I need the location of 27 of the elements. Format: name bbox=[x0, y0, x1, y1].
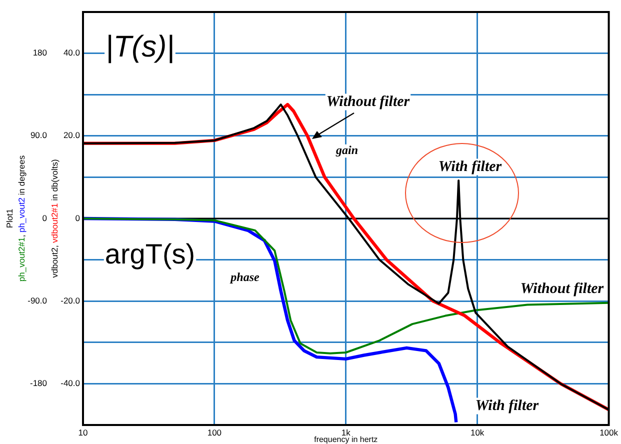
y-tick-label: -40.0 bbox=[60, 378, 80, 388]
y2-axis-title: ph_vout2#1, ph_vout2 in degrees bbox=[16, 155, 26, 282]
y2-tick-label: 90.0 bbox=[30, 130, 48, 140]
annotation: Without filter bbox=[520, 280, 604, 297]
annotation: With filter bbox=[475, 398, 539, 414]
y-axis-title: vdbout2, vdbout2#1 in db(volts) bbox=[49, 159, 60, 278]
x-tick-label: 1k bbox=[341, 427, 352, 438]
y-tick-label: 0 bbox=[75, 212, 80, 223]
annotation: phase bbox=[230, 270, 260, 284]
annotation: With filter bbox=[438, 158, 502, 175]
y2-tick-label: 0 bbox=[42, 212, 48, 223]
text: Plot1 bbox=[4, 208, 14, 228]
y2-tick-label: 180 bbox=[32, 48, 48, 58]
y-tick-label: 20.0 bbox=[63, 130, 80, 140]
x-axis-title: frequency in hertz bbox=[314, 435, 378, 444]
y-tick-label: 40.0 bbox=[63, 48, 80, 58]
annotation: gain bbox=[334, 143, 358, 158]
annotation: argT(s) bbox=[104, 238, 196, 270]
annotation: Without filter bbox=[326, 94, 410, 110]
annotation: |T(s)| bbox=[106, 30, 174, 64]
y2-tick-label: -90.0 bbox=[28, 295, 48, 306]
x-tick-label: 10k bbox=[470, 427, 485, 438]
x-tick-label: 100 bbox=[207, 427, 222, 438]
y-tick-label: -20.0 bbox=[60, 295, 80, 306]
x-tick-label: 10 bbox=[78, 427, 88, 438]
x-tick-label: 100k bbox=[600, 427, 619, 438]
y2-tick-label: -180 bbox=[30, 378, 48, 388]
